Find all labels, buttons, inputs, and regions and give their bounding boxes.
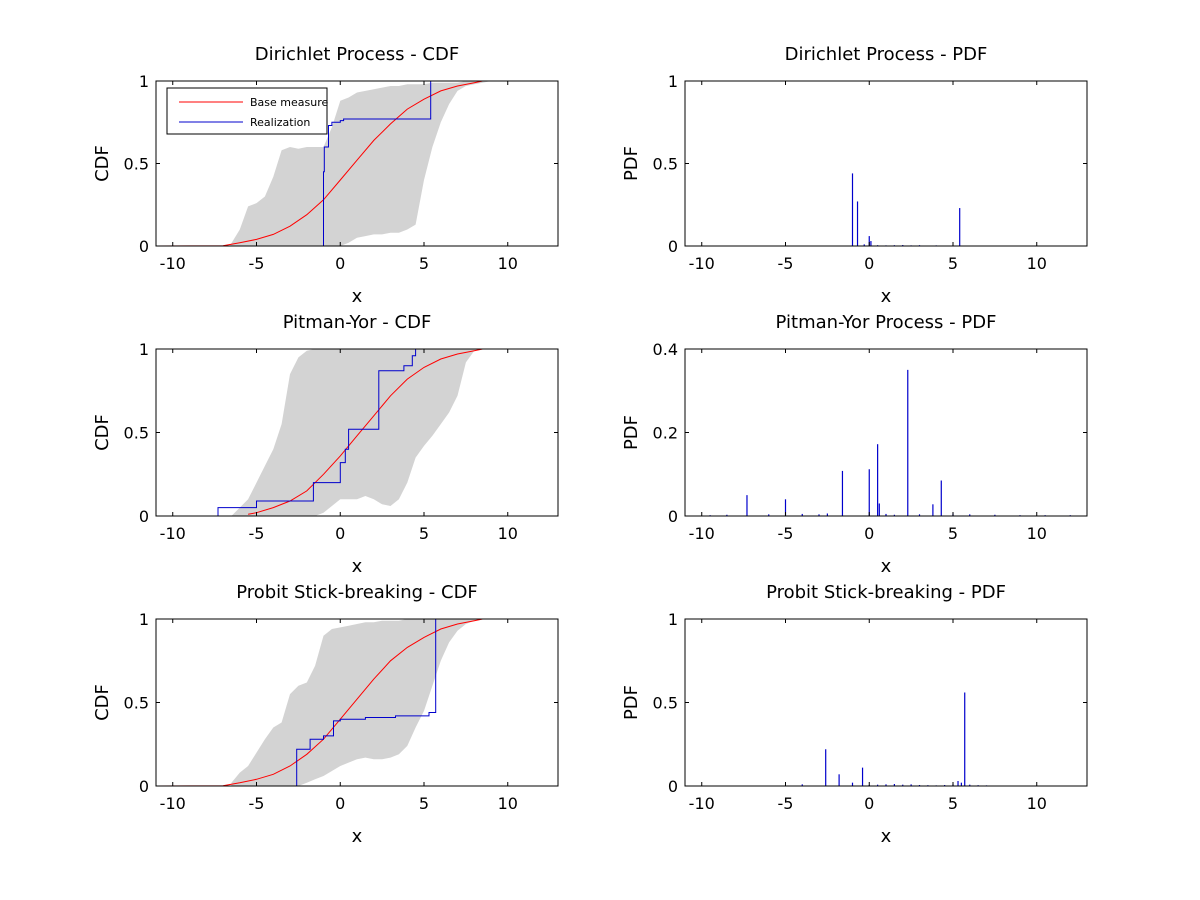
base-measure-line (248, 348, 483, 515)
chart-panel-3: -10 -5 0 5 10 0 0.5 1 Pitman-Yor - CDF x CDF (92, 312, 559, 577)
chart-title: Dirichlet Process - PDF (785, 44, 988, 65)
x-axis-label: x (881, 286, 892, 307)
x-tick-label: 5 (419, 254, 429, 273)
y-tick-label: 0.5 (653, 155, 678, 174)
x-axis-label: x (881, 826, 892, 847)
chart-panel-4: -10 -5 0 5 10 0 0.2 0.4 Pitman-Yor Process - PDF… (621, 312, 1088, 577)
x-tick-label: -10 (689, 254, 715, 273)
realization-step-line (156, 349, 417, 517)
x-tick-label: 10 (498, 524, 518, 543)
x-tick-label: 0 (335, 254, 345, 273)
legend-label: Base measure (250, 96, 328, 109)
y-tick-label: 1 (139, 610, 149, 629)
y-tick-label: 0.2 (653, 424, 678, 443)
y-tick-label: 0.5 (653, 694, 678, 713)
chart-title: Probit Stick-breaking - PDF (766, 582, 1006, 603)
x-tick-label: -5 (249, 524, 265, 543)
chart-panel-6: -10 -5 0 5 10 0 0.5 1 Probit Stick-breaking - PD… (621, 582, 1088, 847)
x-tick-label: 5 (948, 794, 958, 813)
y-axis-label: CDF (92, 414, 113, 451)
base-measure-line (155, 80, 483, 247)
legend: Base measure Realization (166, 87, 328, 135)
x-axis-label: x (352, 286, 363, 307)
x-tick-label: 10 (498, 254, 518, 273)
realization-step-line (233, 80, 435, 247)
x-tick-label: 10 (1027, 254, 1047, 273)
y-axis-label: CDF (92, 145, 113, 182)
realization-step-line (156, 618, 440, 787)
x-tick-label: 5 (948, 524, 958, 543)
y-tick-label: 0 (668, 777, 678, 796)
chart-panel-2: -10 -5 0 5 10 0 0.5 1 Dirichlet Process - PDF x PD… (621, 44, 1088, 307)
y-tick-label: 0.5 (124, 694, 149, 713)
x-tick-label: -10 (689, 794, 715, 813)
x-tick-label: -5 (778, 254, 794, 273)
y-tick-label: 0.5 (124, 424, 149, 443)
x-tick-label: -5 (778, 524, 794, 543)
x-tick-label: 10 (1027, 524, 1047, 543)
y-tick-label: 0 (139, 237, 149, 256)
y-tick-label: 0 (139, 507, 149, 526)
plot-area (685, 81, 1087, 246)
chart-panel-5: -10 -5 0 5 10 0 0.5 1 Probit Stick-breaking - CD… (92, 582, 559, 847)
y-tick-label: 0.5 (124, 155, 149, 174)
y-tick-label: 0 (139, 777, 149, 796)
y-axis-label: PDF (621, 146, 642, 181)
plot-area (685, 349, 1087, 516)
x-tick-label: 0 (335, 524, 345, 543)
y-tick-label: 1 (139, 340, 149, 359)
chart-title: Dirichlet Process - CDF (255, 44, 459, 65)
x-tick-label: -5 (778, 794, 794, 813)
x-tick-label: -10 (160, 524, 186, 543)
x-tick-label: 10 (1027, 794, 1047, 813)
x-tick-label: -10 (689, 524, 715, 543)
base-measure-line (155, 618, 483, 787)
y-tick-label: 1 (668, 610, 678, 629)
y-tick-label: 0.4 (653, 340, 678, 359)
x-tick-label: 5 (419, 794, 429, 813)
y-tick-label: 0 (668, 507, 678, 526)
x-tick-label: 0 (864, 524, 874, 543)
chart-title: Probit Stick-breaking - CDF (236, 582, 478, 603)
x-axis-label: x (881, 556, 892, 577)
credible-band (231, 619, 483, 786)
credible-band (231, 349, 483, 516)
y-tick-label: 1 (668, 72, 678, 91)
x-tick-label: 10 (498, 794, 518, 813)
y-tick-label: 0 (668, 237, 678, 256)
y-tick-label: 1 (139, 72, 149, 91)
legend-box (166, 87, 328, 135)
x-tick-label: -5 (249, 794, 265, 813)
y-axis-label: PDF (621, 415, 642, 450)
chart-title: Pitman-Yor - CDF (283, 312, 432, 333)
x-tick-label: -5 (249, 254, 265, 273)
y-axis-label: CDF (92, 684, 113, 721)
x-tick-label: -10 (160, 254, 186, 273)
x-tick-label: 0 (864, 794, 874, 813)
x-axis-label: x (352, 556, 363, 577)
x-tick-label: 5 (948, 254, 958, 273)
x-tick-label: 0 (864, 254, 874, 273)
legend-label: Realization (250, 116, 310, 129)
credible-band (229, 81, 500, 246)
x-tick-label: 0 (335, 794, 345, 813)
plot-area (685, 619, 1087, 786)
chart-title: Pitman-Yor Process - PDF (776, 312, 997, 333)
x-tick-label: -10 (160, 794, 186, 813)
chart-panel-1: -10 -5 0 5 10 0 0.5 1 Dirichlet Process - CDF x CD… (92, 44, 559, 307)
x-axis-label: x (352, 826, 363, 847)
y-axis-label: PDF (621, 685, 642, 720)
x-tick-label: 5 (419, 524, 429, 543)
